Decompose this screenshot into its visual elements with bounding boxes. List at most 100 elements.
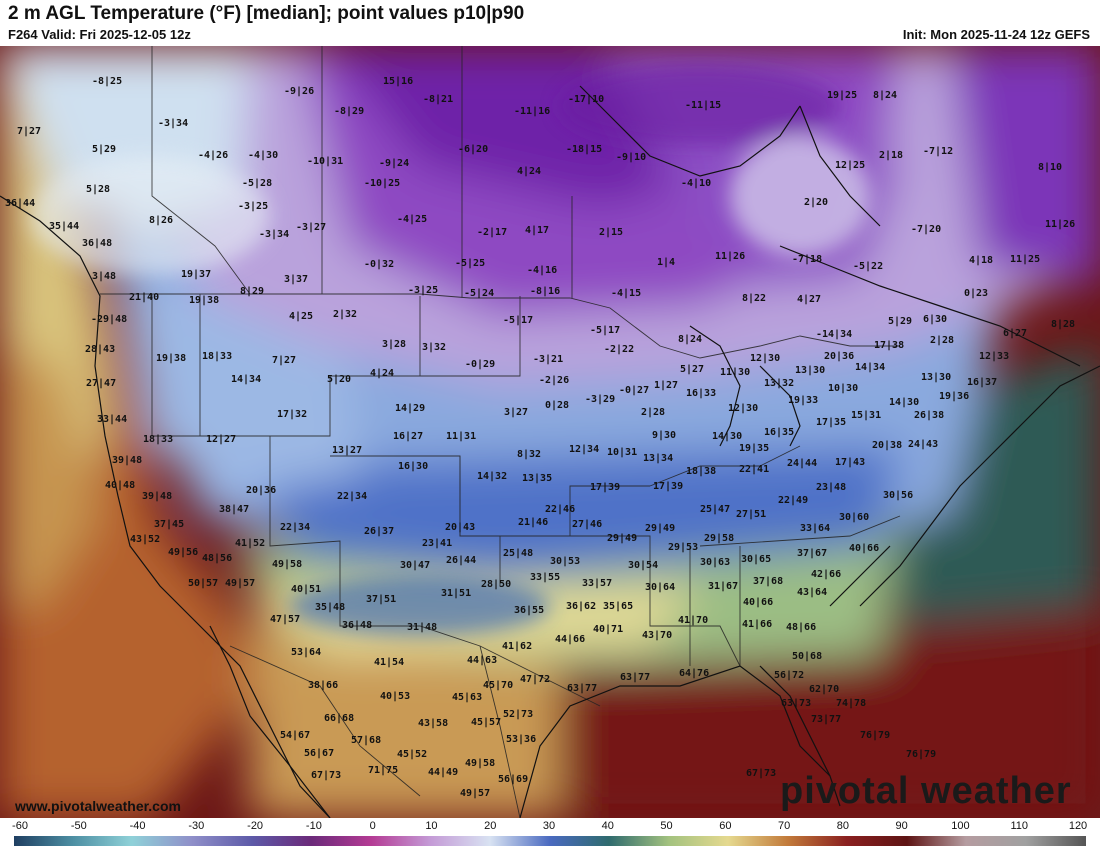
- point-value: 43|64: [797, 587, 828, 598]
- point-value: -4|16: [527, 265, 558, 276]
- point-value: 76|79: [906, 749, 937, 760]
- point-value: -5|28: [242, 178, 273, 189]
- legend-tick: 80: [836, 820, 849, 832]
- point-value: 35|65: [603, 601, 634, 612]
- legend-tick: -40: [129, 820, 146, 832]
- legend-tick: 110: [1010, 820, 1028, 832]
- point-value: 17|32: [277, 409, 308, 420]
- point-value: -17|10: [568, 94, 605, 105]
- point-value: 20|43: [445, 522, 476, 533]
- point-value: 6|30: [923, 314, 948, 325]
- point-value: 56|69: [498, 774, 529, 785]
- point-value: 29|49: [607, 533, 638, 544]
- point-value: 11|26: [715, 251, 746, 262]
- point-value: -7|12: [923, 146, 954, 157]
- point-value: 18|38: [686, 466, 717, 477]
- point-value: -0|29: [465, 359, 496, 370]
- legend-tick: 70: [777, 820, 791, 832]
- point-value: -3|21: [533, 354, 564, 365]
- point-value: 31|67: [708, 581, 739, 592]
- point-value: 45|57: [471, 717, 502, 728]
- point-value: 0|23: [964, 288, 989, 299]
- point-value: -5|17: [590, 325, 621, 336]
- point-value: 29|49: [645, 523, 676, 534]
- point-value: 76|79: [860, 730, 891, 741]
- point-value: 49|57: [225, 578, 256, 589]
- point-value: 2|28: [641, 407, 666, 418]
- legend-tick: -20: [247, 820, 264, 832]
- point-value: 40|71: [593, 624, 624, 635]
- point-value: -8|16: [530, 286, 561, 297]
- point-value: 41|70: [678, 615, 709, 626]
- point-value: 2|28: [930, 335, 955, 346]
- point-value: 49|56: [168, 547, 199, 558]
- point-value: 41|66: [742, 619, 773, 630]
- point-value: 54|67: [280, 730, 311, 741]
- point-value: 28|43: [85, 344, 116, 355]
- legend-tick: 30: [542, 820, 556, 832]
- point-value: -3|29: [585, 394, 616, 405]
- point-value: -8|25: [92, 76, 123, 87]
- point-value: 12|25: [835, 160, 866, 171]
- point-value: 40|66: [849, 543, 880, 554]
- map-title: 2 m AGL Temperature (°F) [median]; point…: [8, 3, 525, 24]
- point-value: 3|28: [382, 339, 407, 350]
- website-label[interactable]: www.pivotalweather.com: [15, 798, 181, 814]
- point-value: 16|35: [764, 427, 795, 438]
- point-value: -4|25: [397, 214, 428, 225]
- point-value: 36|48: [82, 238, 113, 249]
- point-value: 2|20: [804, 197, 829, 208]
- point-value: 3|37: [284, 274, 309, 285]
- legend-tick: 120: [1068, 820, 1088, 832]
- point-value: 33|57: [582, 578, 613, 589]
- point-value: 47|72: [520, 674, 551, 685]
- point-value: 44|66: [555, 634, 586, 645]
- point-value: 43|52: [130, 534, 161, 545]
- point-value: 17|43: [835, 457, 866, 468]
- point-value: 57|68: [351, 735, 382, 746]
- point-value: 8|32: [517, 449, 542, 460]
- point-value: 25|47: [700, 504, 731, 515]
- point-value: 37|51: [366, 594, 397, 605]
- point-value: 10|30: [828, 383, 859, 394]
- point-value: 48|56: [202, 553, 233, 564]
- point-value: 13|34: [643, 453, 674, 464]
- point-value: 13|30: [921, 372, 952, 383]
- point-value: 4|24: [370, 368, 395, 379]
- point-value: 41|62: [502, 641, 533, 652]
- point-value: 24|44: [787, 458, 818, 469]
- point-value: -7|20: [911, 224, 942, 235]
- point-value: 8|26: [149, 215, 174, 226]
- point-value: 11|31: [446, 431, 477, 442]
- point-value: 44|49: [428, 767, 459, 778]
- point-value: 35|48: [315, 602, 346, 613]
- point-value: 12|27: [206, 434, 237, 445]
- point-value: 5|29: [888, 316, 913, 327]
- point-value: 8|24: [873, 90, 898, 101]
- point-value: 37|68: [753, 576, 784, 587]
- point-value: 17|38: [874, 340, 905, 351]
- point-value: 18|33: [202, 351, 233, 362]
- point-value: -5|22: [853, 261, 884, 272]
- point-value: 24|43: [908, 439, 939, 450]
- pivotal-weather-logo: pivotal weather: [780, 770, 1072, 812]
- legend-tick: 100: [951, 820, 970, 832]
- point-value: 50|57: [188, 578, 219, 589]
- point-value: -3|25: [238, 201, 269, 212]
- point-value: -0|32: [364, 259, 395, 270]
- point-value: -29|48: [91, 314, 128, 325]
- point-value: 49|57: [460, 788, 491, 799]
- point-value: 4|27: [797, 294, 822, 305]
- point-value: 17|39: [653, 481, 684, 492]
- point-value: -4|30: [248, 150, 279, 161]
- point-value: 43|70: [642, 630, 673, 641]
- point-value: 11|25: [1010, 254, 1041, 265]
- point-value: 31|51: [441, 588, 472, 599]
- legend-tick-labels: -60 -50 -40 -30 -20 -10 0 10 20 30 40 50 60 70 80 90 100…: [0, 818, 1100, 836]
- point-value: 11|30: [720, 367, 751, 378]
- point-value: 21|40: [129, 292, 160, 303]
- point-value: 35|44: [49, 221, 80, 232]
- point-value: 12|30: [750, 353, 781, 364]
- point-value: -2|17: [477, 227, 508, 238]
- point-value: -11|16: [514, 106, 551, 117]
